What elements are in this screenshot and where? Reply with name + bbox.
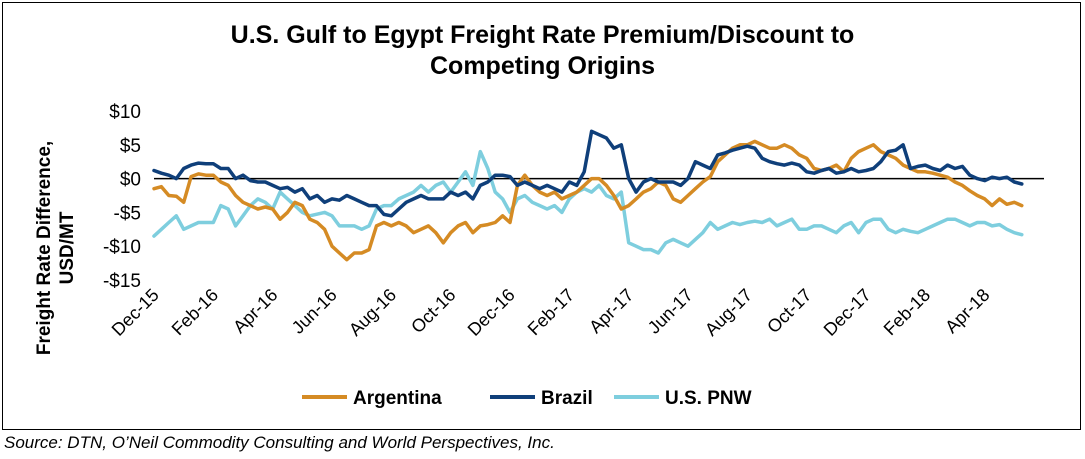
x-tick-label: Dec-15 [108,285,163,340]
x-tick-label: Jun-17 [644,285,697,338]
x-tick-label: Apr-18 [941,285,993,337]
legend-label: Argentina [353,388,442,409]
source-note: Source: DTN, O’Neil Commodity Consulting… [4,433,555,452]
y-axis-ticks: $10 $5 $0 -$5 -$10 -$15 [103,102,141,292]
x-tick-label: Dec-17 [820,285,875,340]
x-tick-label: Aug-16 [345,285,400,340]
y-tick-label: -$10 [103,237,141,258]
x-tick-label: Jun-16 [288,285,341,338]
series-line-u-s-pnw [152,149,1024,255]
x-tick-label: Apr-17 [585,285,637,337]
x-axis-ticks: Dec-15 Feb-16 Apr-16 Jun-16 Aug-16 Oct-16 Dec-… [108,285,994,340]
y-axis-label-line-2: USD/MT [57,211,78,284]
series-line-argentina [152,139,1024,262]
legend-label: Brazil [541,388,593,409]
legend-label: U.S. PNW [665,388,752,409]
chart-title: U.S. Gulf to Egypt Freight Rate Premium/… [0,20,1085,82]
y-axis-label-line-1: Freight Rate Difference, [34,141,55,355]
series-line-brazil [152,129,1024,218]
x-tick-label: Aug-17 [701,285,756,340]
x-tick-label: Dec-16 [464,285,519,340]
chart-frame [2,2,1081,430]
x-tick-label: Oct-16 [407,285,459,337]
chart-title-line-2: Competing Origins [430,52,655,80]
x-tick-label: Oct-17 [763,285,815,337]
x-tick-label: Feb-16 [168,285,222,339]
y-tick-label: -$5 [114,203,141,224]
y-tick-label: $0 [120,170,141,191]
series-lines [152,129,1024,262]
line-chart: Freight Rate Difference, USD/MT $10 $5 $0 -… [34,102,1044,409]
y-axis-label: Freight Rate Difference, USD/MT [34,141,78,355]
y-tick-label: $10 [109,102,141,123]
y-tick-label: $5 [120,136,141,157]
x-tick-label: Feb-18 [880,285,934,339]
y-tick-label: -$15 [103,271,141,292]
x-tick-label: Apr-16 [229,285,281,337]
x-tick-label: Feb-17 [524,285,578,339]
chart-title-line-1: U.S. Gulf to Egypt Freight Rate Premium/… [230,21,855,49]
legend: Argentina Brazil U.S. PNW [302,388,752,409]
